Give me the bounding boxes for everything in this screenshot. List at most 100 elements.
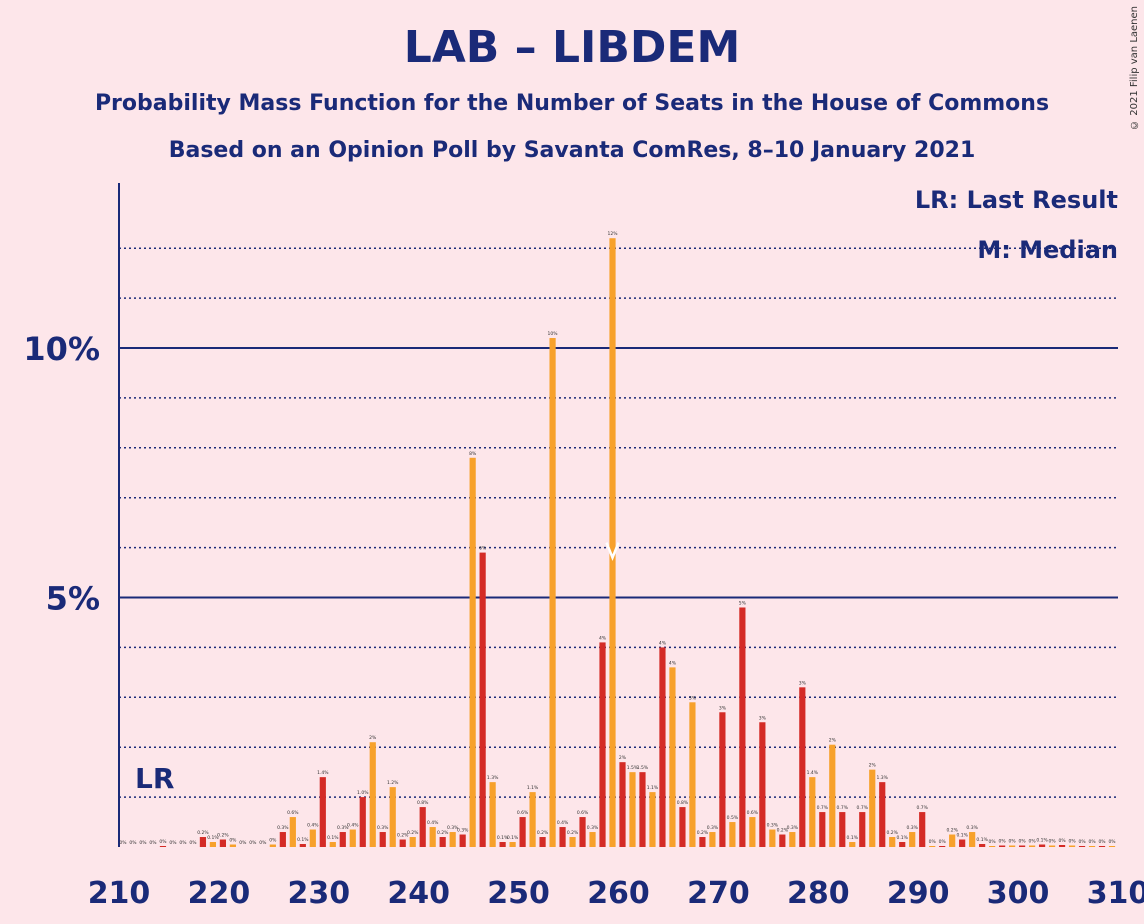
bar-data-label: 0% bbox=[169, 840, 177, 846]
bar-data-label: 0.3% bbox=[277, 825, 289, 831]
x-tick-label: 290 bbox=[887, 876, 950, 911]
bar-data-label: 0.1% bbox=[207, 835, 219, 841]
bar-data-label: 0% bbox=[139, 840, 147, 846]
x-tick-label: 230 bbox=[287, 876, 350, 911]
bar-data-label: 0% bbox=[1068, 839, 1076, 845]
bar bbox=[309, 829, 316, 847]
bar bbox=[529, 792, 536, 847]
bar bbox=[1038, 844, 1046, 847]
bar bbox=[1068, 845, 1076, 847]
bar-data-label: 0.1% bbox=[297, 837, 309, 843]
bar-data-label: 0.3% bbox=[337, 825, 349, 831]
bar-data-label: 0.3% bbox=[966, 825, 978, 831]
bar-data-label: 0.3% bbox=[587, 825, 599, 831]
bar-data-label: 0% bbox=[989, 839, 997, 845]
bar-data-label: 0.1% bbox=[507, 835, 519, 841]
bar bbox=[279, 832, 286, 847]
bar-data-label: 0% bbox=[269, 838, 277, 844]
bar-data-label: 1.5% bbox=[637, 765, 649, 771]
bar-data-label: 0% bbox=[249, 840, 257, 846]
bar bbox=[519, 817, 526, 847]
bar bbox=[679, 807, 686, 847]
bar bbox=[949, 834, 956, 847]
bar bbox=[839, 812, 846, 847]
bar-data-label: 8% bbox=[469, 451, 477, 457]
bar-data-label: 0.3% bbox=[447, 825, 459, 831]
bar bbox=[439, 837, 446, 847]
bar-data-label: 0% bbox=[929, 839, 937, 845]
bar-data-label: 0.1% bbox=[847, 835, 859, 841]
bar bbox=[769, 829, 776, 847]
bar-data-label: 0.6% bbox=[747, 810, 759, 816]
bar-data-label: 0.1% bbox=[976, 837, 988, 843]
bar-data-label: 0.1% bbox=[327, 835, 339, 841]
bar bbox=[509, 842, 516, 847]
bar-data-label: 0.7% bbox=[916, 805, 928, 811]
x-tick-label: 300 bbox=[987, 876, 1050, 911]
bar-data-label: 2% bbox=[829, 738, 837, 744]
bar bbox=[909, 832, 916, 847]
bar-data-label: 3% bbox=[759, 715, 767, 721]
bar-data-label: 0% bbox=[1048, 839, 1056, 845]
bar bbox=[359, 797, 366, 847]
x-tick-label: 210 bbox=[88, 876, 151, 911]
bar bbox=[869, 769, 876, 847]
bar bbox=[589, 832, 596, 847]
bar bbox=[619, 762, 626, 847]
x-tick-label: 310 bbox=[1087, 876, 1144, 911]
bar bbox=[899, 842, 906, 847]
bar bbox=[269, 844, 276, 847]
bar bbox=[889, 837, 896, 847]
bar bbox=[209, 842, 217, 847]
bar bbox=[159, 846, 167, 847]
bar-data-label: 12% bbox=[608, 231, 619, 237]
bar bbox=[629, 772, 636, 847]
bar-data-label: 0.3% bbox=[377, 825, 389, 831]
bar bbox=[329, 842, 336, 847]
bar bbox=[669, 667, 676, 847]
bar bbox=[289, 817, 296, 847]
bar bbox=[579, 817, 586, 847]
bar bbox=[609, 238, 616, 848]
y-tick-label: 10% bbox=[23, 330, 100, 368]
bar-data-label: 0% bbox=[1058, 838, 1066, 844]
bar-data-label: 0.8% bbox=[417, 800, 429, 806]
bar-data-label: 4% bbox=[669, 660, 677, 666]
bar-data-label: 0.3% bbox=[457, 828, 469, 834]
bar-data-label: 0.1% bbox=[1036, 838, 1048, 844]
bar-data-label: 0% bbox=[129, 840, 137, 846]
bar bbox=[789, 832, 796, 847]
bar bbox=[489, 782, 496, 847]
bar-data-label: 0.2% bbox=[946, 828, 958, 834]
bar bbox=[339, 832, 346, 847]
legend-last-result: LR: Last Result bbox=[914, 186, 1118, 214]
bar bbox=[819, 812, 826, 847]
bar bbox=[969, 832, 976, 847]
bar bbox=[689, 702, 696, 847]
x-tick-label: 250 bbox=[487, 876, 550, 911]
bar-data-label: 0.2% bbox=[777, 828, 789, 834]
bar bbox=[1088, 846, 1096, 847]
legend-median: M: Median bbox=[977, 236, 1118, 264]
bar bbox=[379, 832, 386, 847]
bar bbox=[409, 837, 416, 847]
bar-data-label: 0.4% bbox=[307, 823, 319, 829]
bar-data-label: 0.2% bbox=[437, 830, 449, 836]
bar bbox=[699, 837, 706, 847]
bar-data-label: 2% bbox=[619, 755, 627, 761]
bar-data-label: 0% bbox=[239, 840, 247, 846]
bar-data-label: 2% bbox=[869, 763, 877, 769]
bar-data-label: 0% bbox=[1108, 839, 1116, 845]
bar bbox=[1058, 845, 1066, 847]
bar bbox=[749, 817, 756, 847]
bar-data-label: 0.3% bbox=[787, 825, 799, 831]
bar-data-label: 0% bbox=[1078, 839, 1086, 845]
bar-data-label: 0.2% bbox=[397, 833, 409, 839]
bar-data-label: 0% bbox=[939, 839, 947, 845]
bar bbox=[709, 832, 716, 847]
bar bbox=[879, 782, 886, 847]
bar bbox=[849, 842, 856, 847]
bar-data-label: 0.4% bbox=[557, 820, 569, 826]
bar-data-label: 0% bbox=[189, 840, 197, 846]
bar-data-label: 3% bbox=[719, 705, 727, 711]
